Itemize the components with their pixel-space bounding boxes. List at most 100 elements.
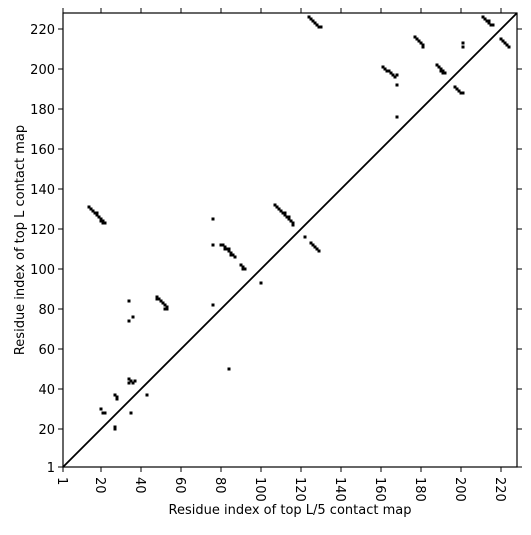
x-tick-label: 1 bbox=[54, 477, 69, 485]
contact-point bbox=[243, 267, 247, 271]
contact-point bbox=[87, 205, 91, 209]
contact-point bbox=[459, 91, 463, 95]
y-tick-label: 40 bbox=[38, 383, 55, 398]
contact-point bbox=[99, 219, 103, 223]
contact-point bbox=[241, 267, 245, 271]
y-tick-label: 100 bbox=[30, 263, 55, 278]
contact-point bbox=[95, 211, 99, 215]
contact-point bbox=[227, 249, 231, 253]
contact-point bbox=[131, 381, 135, 385]
x-tick-label: 160 bbox=[372, 477, 387, 502]
contact-point bbox=[145, 393, 149, 397]
contact-point bbox=[319, 25, 323, 29]
contact-point bbox=[487, 21, 491, 25]
contact-point bbox=[457, 89, 461, 93]
contact-point bbox=[223, 247, 227, 251]
contact-point bbox=[499, 37, 503, 41]
contact-point bbox=[229, 251, 233, 255]
contact-point bbox=[441, 71, 445, 75]
x-tick-label: 80 bbox=[212, 477, 227, 494]
contact-point bbox=[165, 307, 169, 311]
contact-point bbox=[239, 263, 243, 267]
contact-point bbox=[507, 45, 511, 49]
contact-point bbox=[315, 23, 319, 27]
contact-point bbox=[455, 87, 459, 91]
contact-point bbox=[97, 215, 101, 219]
contact-point bbox=[129, 411, 133, 415]
contact-point bbox=[227, 247, 231, 251]
contact-point bbox=[165, 305, 169, 309]
y-tick-label: 60 bbox=[38, 343, 55, 358]
y-tick-label: 20 bbox=[38, 423, 55, 438]
y-tick-label: 160 bbox=[30, 143, 55, 158]
contact-point bbox=[303, 235, 307, 239]
contact-point bbox=[163, 303, 167, 307]
y-tick-label: 80 bbox=[38, 303, 55, 318]
contact-point bbox=[421, 45, 425, 49]
contact-point bbox=[443, 71, 447, 75]
y-tick-label: 140 bbox=[30, 183, 55, 198]
x-tick-label: 180 bbox=[412, 477, 427, 502]
y-tick-label: 120 bbox=[30, 223, 55, 238]
contact-point bbox=[387, 69, 391, 73]
contact-point bbox=[307, 15, 311, 19]
contact-point bbox=[315, 247, 319, 251]
y-tick-label: 1 bbox=[47, 461, 55, 476]
contact-point bbox=[289, 219, 293, 223]
diagonal bbox=[62, 12, 518, 468]
contact-point bbox=[415, 37, 419, 41]
contact-point bbox=[211, 217, 215, 221]
contact-point bbox=[273, 203, 277, 207]
contact-point bbox=[435, 63, 439, 67]
contact-point bbox=[491, 23, 495, 27]
contact-point bbox=[115, 395, 119, 399]
x-tick-label: 220 bbox=[492, 477, 507, 502]
contact-point bbox=[461, 45, 465, 49]
contact-point bbox=[487, 19, 491, 23]
x-axis-label: Residue index of top L/5 contact map bbox=[169, 503, 412, 518]
y-tick-label: 220 bbox=[30, 23, 55, 38]
contact-point bbox=[233, 255, 237, 259]
contact-point bbox=[503, 41, 507, 45]
contact-point bbox=[283, 213, 287, 217]
contact-point bbox=[211, 303, 215, 307]
contact-point bbox=[211, 243, 215, 247]
contact-point bbox=[317, 25, 321, 29]
contact-point bbox=[93, 211, 97, 215]
plot-frame bbox=[62, 12, 518, 468]
contact-point bbox=[283, 211, 287, 215]
contact-point bbox=[485, 19, 489, 23]
contact-point bbox=[505, 43, 509, 47]
y-tick-label: 200 bbox=[30, 63, 55, 78]
y-axis-label: Residue index of top L contact map bbox=[13, 125, 28, 355]
x-tick-label: 140 bbox=[332, 477, 347, 502]
contact-point bbox=[309, 17, 313, 21]
contact-point bbox=[231, 253, 235, 257]
contact-point bbox=[155, 297, 159, 301]
contact-point bbox=[101, 221, 105, 225]
contact-point bbox=[113, 425, 117, 429]
contact-point bbox=[99, 407, 103, 411]
x-tick-label: 200 bbox=[452, 477, 467, 502]
contact-point bbox=[309, 241, 313, 245]
contact-point bbox=[103, 411, 107, 415]
contact-point bbox=[113, 393, 117, 397]
contact-point bbox=[395, 73, 399, 77]
contact-point bbox=[101, 411, 105, 415]
contact-point bbox=[385, 69, 389, 73]
contact-point bbox=[159, 299, 163, 303]
contact-point bbox=[161, 301, 165, 305]
contact-point bbox=[91, 209, 95, 213]
contact-point bbox=[281, 211, 285, 215]
contact-point bbox=[129, 379, 133, 383]
contact-point bbox=[437, 65, 441, 69]
contact-point bbox=[275, 205, 279, 209]
contact-point bbox=[221, 243, 225, 247]
contact-point bbox=[489, 23, 493, 27]
contact-point bbox=[113, 427, 117, 431]
contact-point bbox=[395, 115, 399, 119]
contact-point bbox=[115, 397, 119, 401]
contact-point bbox=[133, 379, 137, 383]
contact-point bbox=[99, 217, 103, 221]
